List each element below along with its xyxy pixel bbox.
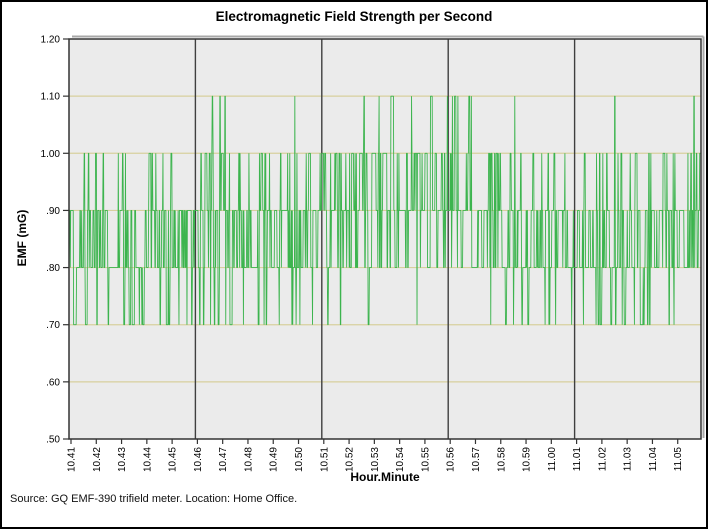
x-axis-title: Hour.Minute xyxy=(350,470,420,484)
x-tick-label: 10.54 xyxy=(395,447,406,472)
vertical-gridlines xyxy=(194,39,576,439)
x-tick-label: 11.00 xyxy=(547,447,558,472)
frame-shadow xyxy=(72,35,705,438)
x-axis-ticks: 10.41 10.42 10.43 10.44 10.45 10.46 10.47 10.48… xyxy=(67,439,684,472)
x-tick-label: 10.47 xyxy=(218,447,229,472)
y-tick-label: .80 xyxy=(46,263,60,274)
x-tick-label: 10.44 xyxy=(142,447,153,472)
y-tick-label: .70 xyxy=(46,320,60,331)
x-tick-label: 10.43 xyxy=(117,447,128,472)
x-tick-label: 11.03 xyxy=(623,447,634,472)
x-tick-label: 10.48 xyxy=(243,447,254,472)
x-tick-label: 10.53 xyxy=(370,447,381,472)
x-tick-label: 10.41 xyxy=(67,447,78,472)
y-tick-label: .90 xyxy=(46,206,60,217)
y-tick-label: .60 xyxy=(46,377,60,388)
x-tick-label: 10.57 xyxy=(471,447,482,472)
x-tick-label: 11.01 xyxy=(572,447,583,472)
y-tick-label: 1.20 xyxy=(41,35,61,46)
y-axis-title: EMF (mG) xyxy=(15,209,29,267)
emf-series-line xyxy=(68,95,701,326)
x-tick-label: 10.49 xyxy=(269,447,280,472)
x-tick-label: 10.55 xyxy=(420,447,431,472)
x-tick-label: 10.52 xyxy=(345,447,356,472)
y-tick-label: 1.10 xyxy=(41,92,61,103)
y-tick-label: 1.00 xyxy=(41,149,61,160)
chart-title: Electromagnetic Field Strength per Secon… xyxy=(215,9,493,24)
x-tick-label: 11.02 xyxy=(597,447,608,472)
plot-frame xyxy=(68,38,702,440)
x-tick-label: 10.56 xyxy=(446,447,457,472)
y-axis-ticks: 1.20 1.10 1.00 .90 .80 .70 .60 .50 xyxy=(41,35,69,446)
x-tick-label: 10.42 xyxy=(92,447,103,472)
x-tick-label: 10.46 xyxy=(193,447,204,472)
x-tick-label: 10.45 xyxy=(168,447,179,472)
x-tick-label: 10.59 xyxy=(522,447,533,472)
y-tick-label: .50 xyxy=(46,435,60,446)
x-tick-label: 11.05 xyxy=(673,447,684,472)
x-tick-label: 10.58 xyxy=(496,447,507,472)
source-note: Source: GQ EMF-390 trifield meter. Locat… xyxy=(10,493,298,505)
x-tick-label: 11.04 xyxy=(648,447,659,472)
x-tick-label: 10.51 xyxy=(319,447,330,472)
x-tick-label: 10.50 xyxy=(294,447,305,472)
